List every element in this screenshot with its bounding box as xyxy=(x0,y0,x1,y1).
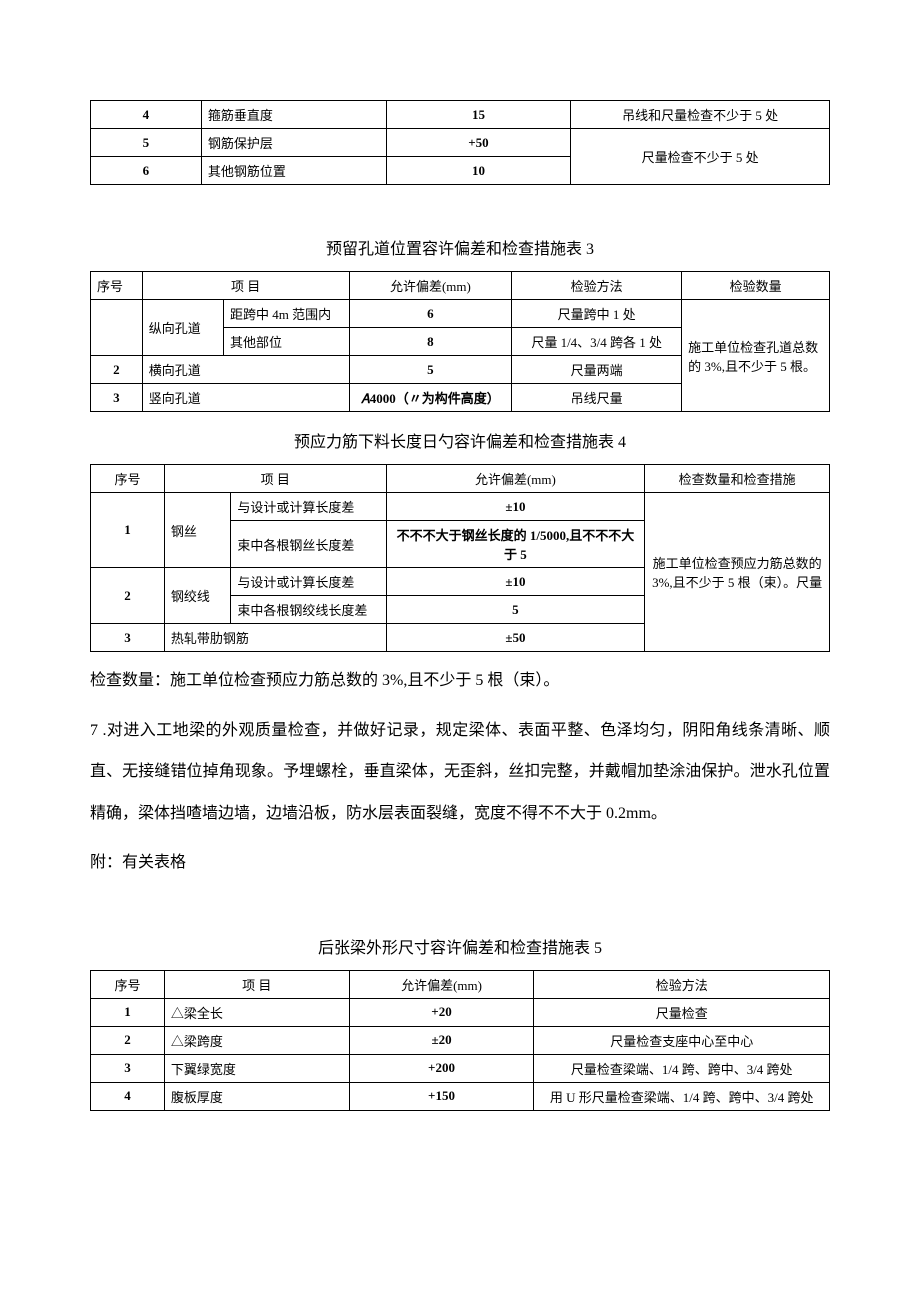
cell-num: 6 xyxy=(91,157,202,185)
table-header-row: 序号 项 目 允许偏差(mm) 检查数量和检查措施 xyxy=(91,465,830,493)
cell-qty: 施工单位检查孔道总数的 3%,且不少于 5 根。 xyxy=(682,300,830,412)
cell-method: 尺量检查不少于 5 处 xyxy=(571,129,830,185)
col-item: 项 目 xyxy=(142,272,349,300)
cell-method: 尺量检查梁端、1/4 跨、跨中、3/4 跨处 xyxy=(534,1054,830,1082)
table-row: 1 钢丝 与设计或计算长度差 ±10 施工单位检查预应力筋总数的 3%,且不少于… xyxy=(91,493,830,521)
cell-tol: 5 xyxy=(349,356,512,384)
col-tol: 允许偏差(mm) xyxy=(349,272,512,300)
col-tol: 允许偏差(mm) xyxy=(386,465,645,493)
cell-method: 尺量检查支座中心至中心 xyxy=(534,1026,830,1054)
cell-sub: 其他部位 xyxy=(224,328,350,356)
col-tol: 允许偏差(mm) xyxy=(349,970,534,998)
cell-num: 3 xyxy=(91,1054,165,1082)
cell-sub: 与设计或计算长度差 xyxy=(231,493,386,521)
paragraph-attach: 附：有关表格 xyxy=(90,842,830,884)
cell-num: 3 xyxy=(91,624,165,652)
cell-tol: ±20 xyxy=(349,1026,534,1054)
cell-tol: +150 xyxy=(349,1082,534,1110)
cell-sub: 与设计或计算长度差 xyxy=(231,568,386,596)
table-row: 4 箍筋垂直度 15 吊线和尺量检查不少于 5 处 xyxy=(91,101,830,129)
cell-tol: +200 xyxy=(349,1054,534,1082)
cell-method: 吊线尺量 xyxy=(512,384,682,412)
cell-sub: 束中各根钢绞线长度差 xyxy=(231,596,386,624)
cell-sub: 束中各根钢丝长度差 xyxy=(231,521,386,568)
table5-title: 后张梁外形尺寸容许偏差和检查措施表 5 xyxy=(90,934,830,958)
cell-tol: ±10 xyxy=(386,493,645,521)
cell-item: 热轧带肋钢筋 xyxy=(164,624,386,652)
cell-tol: 5 xyxy=(386,596,645,624)
col-item: 项 目 xyxy=(164,465,386,493)
cell-item: △梁跨度 xyxy=(164,1026,349,1054)
cell-item: 腹板厚度 xyxy=(164,1082,349,1110)
paragraph-item7: 7 .对进入工地梁的外观质量检查，并做好记录，规定梁体、表面平整、色泽均匀，阴阳… xyxy=(90,710,830,835)
cell-num: 2 xyxy=(91,1026,165,1054)
cell-num: 2 xyxy=(91,568,165,624)
col-method: 检验方法 xyxy=(534,970,830,998)
cell-tol: ±50 xyxy=(386,624,645,652)
cell-method: 用 U 形尺量检查梁端、1/4 跨、跨中、3/4 跨处 xyxy=(534,1082,830,1110)
cell-tol: ±10 xyxy=(386,568,645,596)
cell-num: 2 xyxy=(91,356,143,384)
cell-method: 尺量两端 xyxy=(512,356,682,384)
table-header-row: 序号 项 目 允许偏差(mm) 检验方法 xyxy=(91,970,830,998)
cell-num: 4 xyxy=(91,101,202,129)
table-prestress-length: 序号 项 目 允许偏差(mm) 检查数量和检查措施 1 钢丝 与设计或计算长度差… xyxy=(90,464,830,652)
cell-num: 4 xyxy=(91,1082,165,1110)
cell-tol: 10 xyxy=(386,157,571,185)
cell-qty: 施工单位检查预应力筋总数的 3%,且不少于 5 根（束）。尺量 xyxy=(645,493,830,652)
cell-item: 钢绞线 xyxy=(164,568,231,624)
cell-item: 钢筋保护层 xyxy=(201,129,386,157)
cell-tol: 𝐴4000（〃为构件高度） xyxy=(349,384,512,412)
cell-method: 吊线和尺量检查不少于 5 处 xyxy=(571,101,830,129)
cell-tol: 15 xyxy=(386,101,571,129)
cell-tol: 不不不大于钢丝长度的 1/5000,且不不不大于 5 xyxy=(386,521,645,568)
table-rebar-tolerance: 4 箍筋垂直度 15 吊线和尺量检查不少于 5 处 5 钢筋保护层 +50 尺量… xyxy=(90,100,830,185)
table3-title: 预留孔道位置容许偏差和检查措施表 3 xyxy=(90,235,830,259)
col-num: 序号 xyxy=(91,970,165,998)
cell-item: 横向孔道 xyxy=(142,356,349,384)
cell-tol: +20 xyxy=(349,998,534,1026)
cell-method: 尺量跨中 1 处 xyxy=(512,300,682,328)
cell-tol: 6 xyxy=(349,300,512,328)
cell-method: 尺量检查 xyxy=(534,998,830,1026)
cell-tol: 8 xyxy=(349,328,512,356)
cell-num: 1 xyxy=(91,998,165,1026)
cell-item: 下翼绿宽度 xyxy=(164,1054,349,1082)
paragraph-check-qty: 检查数量：施工单位检查预应力筋总数的 3%,且不少于 5 根（束）。 xyxy=(90,660,830,702)
table-row: 4 腹板厚度 +150 用 U 形尺量检查梁端、1/4 跨、跨中、3/4 跨处 xyxy=(91,1082,830,1110)
cell-num: 5 xyxy=(91,129,202,157)
col-qty: 检查数量和检查措施 xyxy=(645,465,830,493)
col-num: 序号 xyxy=(91,465,165,493)
table-header-row: 序号 项 目 允许偏差(mm) 检验方法 检验数量 xyxy=(91,272,830,300)
cell-sub: 距跨中 4m 范围内 xyxy=(224,300,350,328)
cell-item: 箍筋垂直度 xyxy=(201,101,386,129)
cell-num xyxy=(91,300,143,356)
cell-method: 尺量 1/4、3/4 跨各 1 处 xyxy=(512,328,682,356)
cell-item: 竖向孔道 xyxy=(142,384,349,412)
col-item: 项 目 xyxy=(164,970,349,998)
table-row: 纵向孔道 距跨中 4m 范围内 6 尺量跨中 1 处 施工单位检查孔道总数的 3… xyxy=(91,300,830,328)
table-row: 3 下翼绿宽度 +200 尺量检查梁端、1/4 跨、跨中、3/4 跨处 xyxy=(91,1054,830,1082)
table-post-tension-shape: 序号 项 目 允许偏差(mm) 检验方法 1 △梁全长 +20 尺量检查 2 △… xyxy=(90,970,830,1111)
cell-num: 3 xyxy=(91,384,143,412)
col-num: 序号 xyxy=(91,272,143,300)
col-method: 检验方法 xyxy=(512,272,682,300)
table-row: 5 钢筋保护层 +50 尺量检查不少于 5 处 xyxy=(91,129,830,157)
col-qty: 检验数量 xyxy=(682,272,830,300)
table-row: 1 △梁全长 +20 尺量检查 xyxy=(91,998,830,1026)
table-duct-position: 序号 项 目 允许偏差(mm) 检验方法 检验数量 纵向孔道 距跨中 4m 范围… xyxy=(90,271,830,412)
table-row: 2 △梁跨度 ±20 尺量检查支座中心至中心 xyxy=(91,1026,830,1054)
cell-item: 其他钢筋位置 xyxy=(201,157,386,185)
cell-num: 1 xyxy=(91,493,165,568)
cell-item: 钢丝 xyxy=(164,493,231,568)
cell-item: △梁全长 xyxy=(164,998,349,1026)
cell-item: 纵向孔道 xyxy=(142,300,223,356)
cell-tol: +50 xyxy=(386,129,571,157)
table4-title: 预应力筋下料长度日勺容许偏差和检查措施表 4 xyxy=(90,428,830,452)
